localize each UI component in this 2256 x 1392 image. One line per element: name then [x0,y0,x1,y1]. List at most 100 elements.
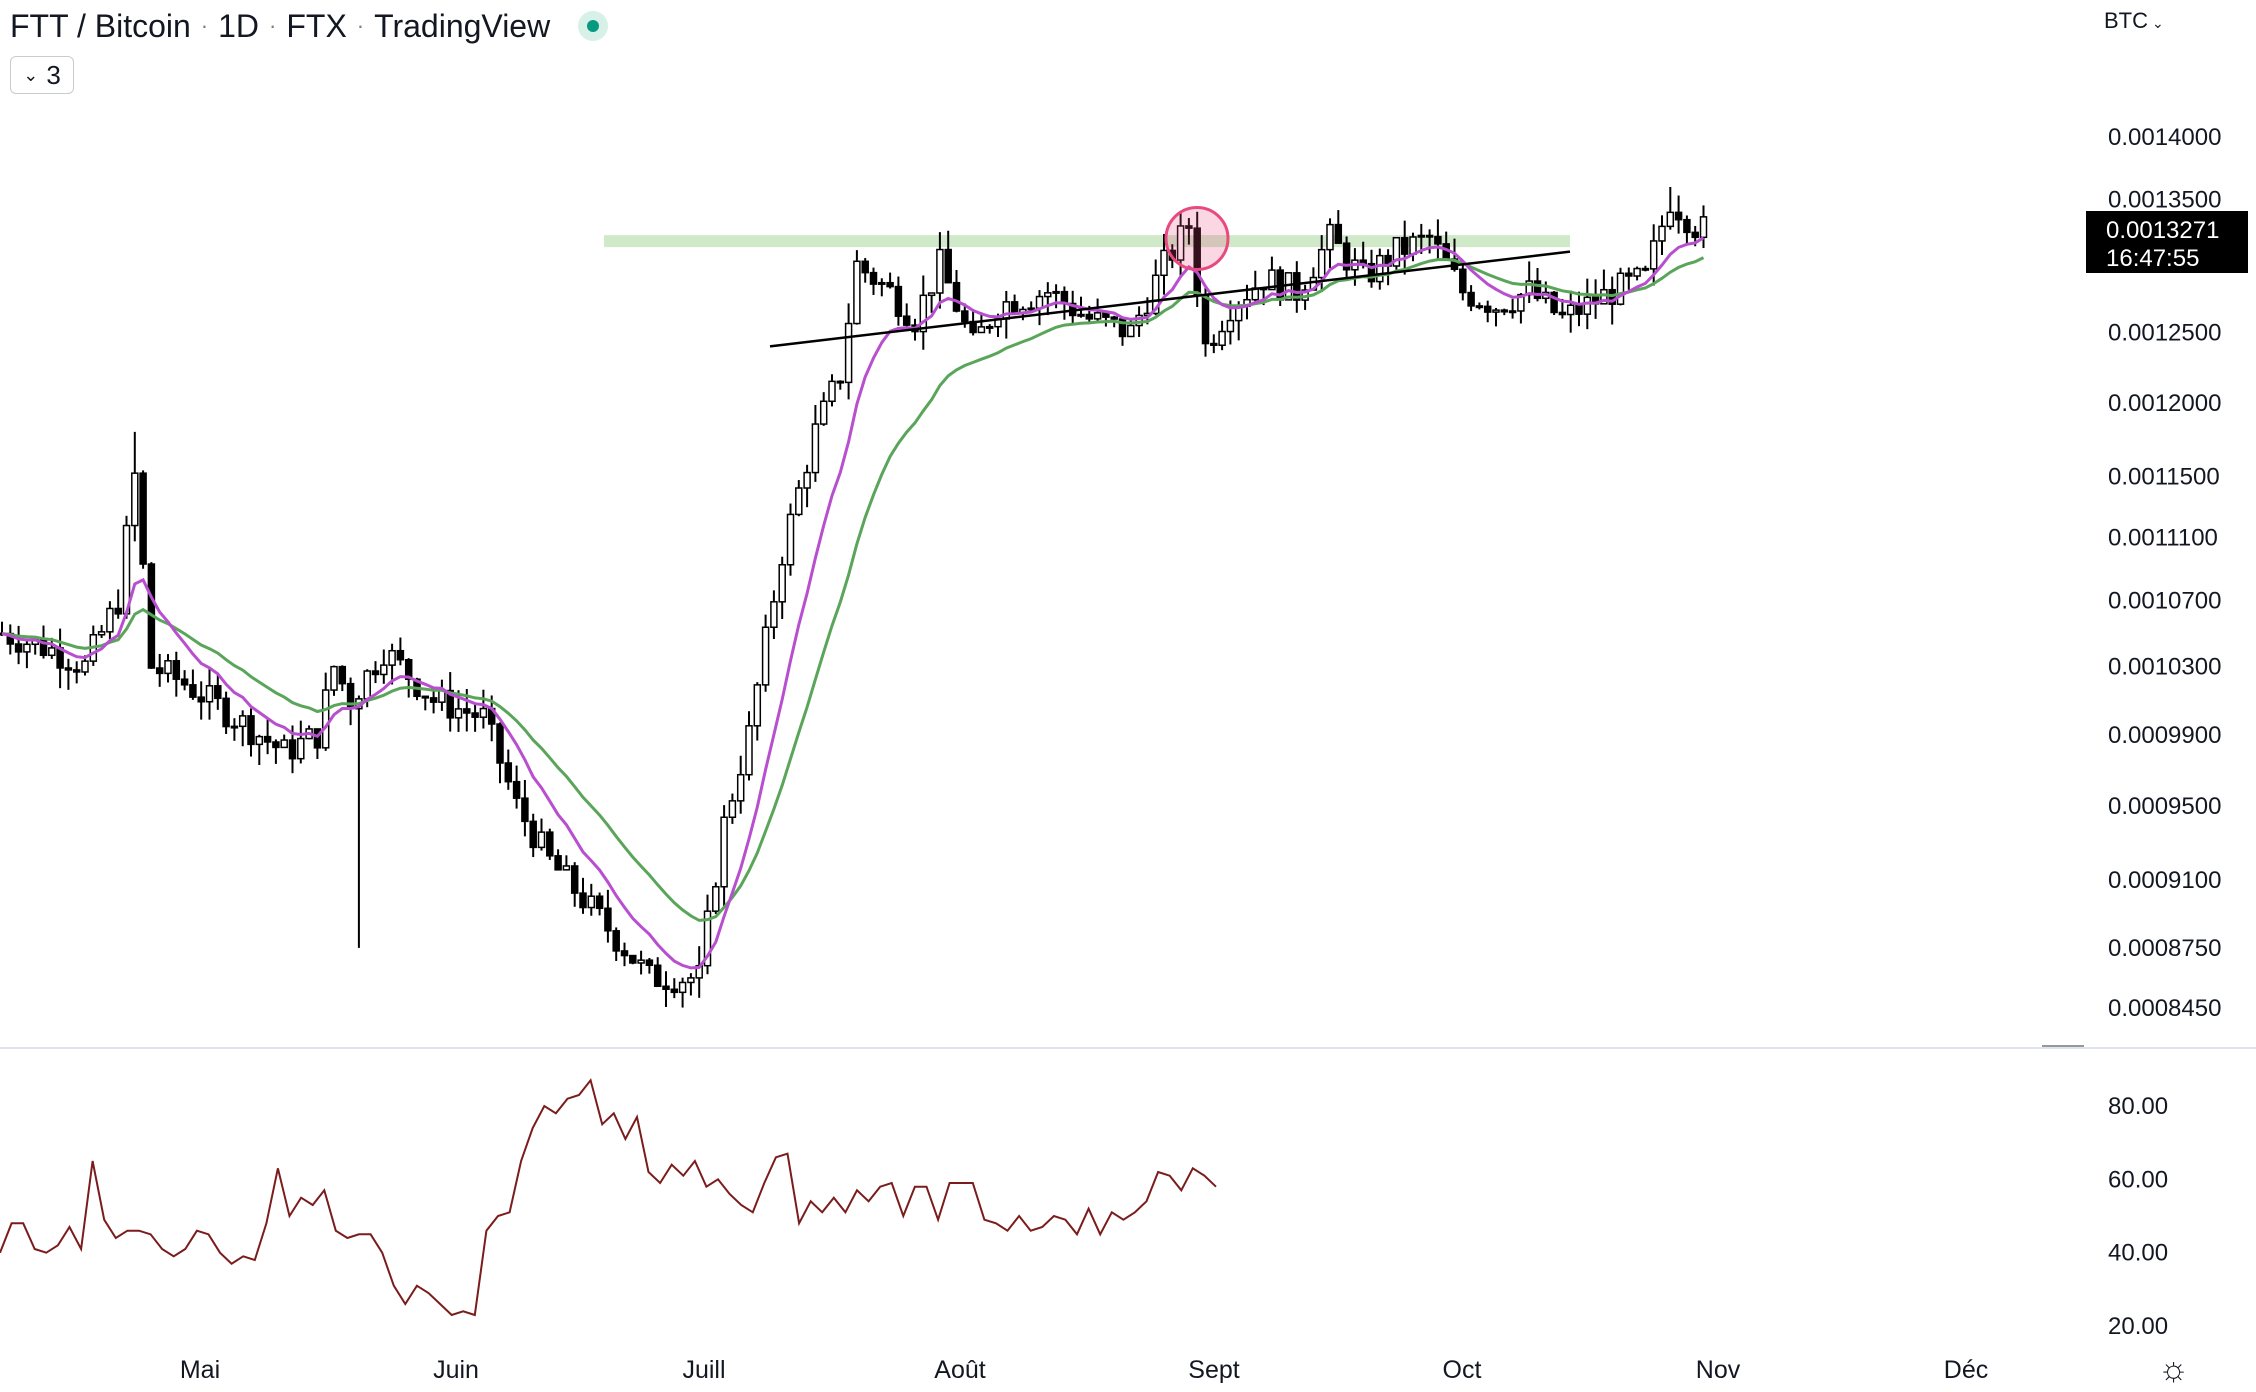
candle-body [811,423,820,474]
time-axis: Mai Juin Juill Août Sept Oct Nov Déc [180,1356,1988,1384]
candle-body [1641,267,1650,271]
rsi-tick-label: 60.00 [2108,1166,2168,1193]
candle-body [1342,242,1351,271]
candle-body [1600,288,1608,305]
candle-body [1052,290,1060,294]
candle-body [1176,225,1185,261]
last-price-label: 0.0013271 [2106,217,2219,244]
candle-body [297,737,305,760]
candle-body [1077,313,1085,317]
candle-body [1135,314,1143,327]
candle-body [1434,235,1442,245]
candle-body [1558,311,1567,316]
price-tick-label: 0.0012500 [2108,320,2221,347]
candle-body [753,684,762,727]
candle-body [1334,223,1343,244]
time-tick-label: Mai [180,1356,220,1384]
price-tick-label: 0.0008450 [2108,995,2221,1022]
candle-body [48,647,56,657]
candle-body [1160,249,1168,277]
candle-body [1210,342,1218,346]
candle-body [902,315,911,326]
chevron-down-icon: ⌄ [23,64,39,85]
candle-body [720,816,728,888]
candle-body [778,564,786,603]
candle-body [1475,305,1484,309]
candle-body [272,741,280,749]
candle-body [1409,236,1417,255]
candle-body [454,708,463,719]
candle-body [570,865,579,894]
candle-body [1201,294,1210,345]
currency-selector[interactable]: BTC ⌄ [2104,8,2164,34]
price-axis: 0.0014000 0.0013500 0.0012500 0.0012000 0.00… [2108,124,2221,1022]
time-tick-label: Juill [682,1356,725,1384]
chevron-down-icon: ⌄ [2152,15,2164,31]
candle-body [645,959,654,967]
time-tick-label: Nov [1696,1356,1741,1384]
candle-body [14,643,23,653]
candle-body [944,248,952,284]
candle-body [961,310,969,323]
candle-body [770,601,778,628]
candle-body [255,735,264,746]
candle-body [330,665,338,691]
candle-body [222,697,230,728]
candle-body [172,660,181,680]
time-tick-label: Oct [1443,1356,1482,1384]
candle-body [421,695,430,699]
candle-body [97,631,106,636]
market-status-icon[interactable] [578,11,609,41]
candle-body [164,660,172,675]
candle-body [678,981,687,994]
candle-body [1533,280,1542,300]
candle-body [1550,291,1558,314]
candle-body [1508,310,1517,314]
candle-body [786,513,795,566]
candle-body [587,895,596,909]
interval-label[interactable]: 1D [218,7,260,44]
candle-body [197,696,205,703]
rsi-layer [0,1078,1217,1317]
candle-body [1151,274,1160,315]
candle-body [380,664,388,676]
candle-body [1367,262,1376,283]
candle-body [214,685,222,700]
candle-body [894,285,903,317]
candle-body [496,723,504,764]
candle-body [180,678,189,686]
candle-body [72,669,81,673]
symbol-title[interactable]: FTT / Bitcoin [10,7,191,44]
candle-body [1127,324,1135,338]
candle-body [247,715,255,746]
candle-body [546,831,554,857]
candle-body [612,930,620,952]
gear-icon[interactable]: ☼ [2158,1350,2190,1388]
candle-body [1293,272,1301,301]
ema-layer [1,236,1705,970]
candle-body [1649,240,1658,270]
candle-body [745,725,753,776]
candle-body [728,800,737,819]
candle-body [1185,225,1193,229]
candle-body [1583,296,1592,315]
candle-body [529,820,537,849]
candle-body [404,658,413,680]
candle-body [363,670,371,700]
candle-body [878,281,886,285]
candle-body [1483,305,1492,313]
candle-body [388,649,396,666]
rsi-tick-label: 40.00 [2108,1240,2168,1267]
candle-body [263,735,272,743]
candle-body [189,684,197,698]
indicators-toggle-button[interactable]: ⌄ 3 [10,56,74,94]
price-tick-label: 0.0013500 [2108,187,2221,214]
candle-body [977,326,986,334]
candle-body [313,728,322,749]
candle-body [1392,236,1401,267]
candle-body [985,325,994,329]
candle-body [1699,216,1708,239]
candle-body [1633,267,1641,277]
price-tick-label: 0.0010300 [2108,653,2221,680]
